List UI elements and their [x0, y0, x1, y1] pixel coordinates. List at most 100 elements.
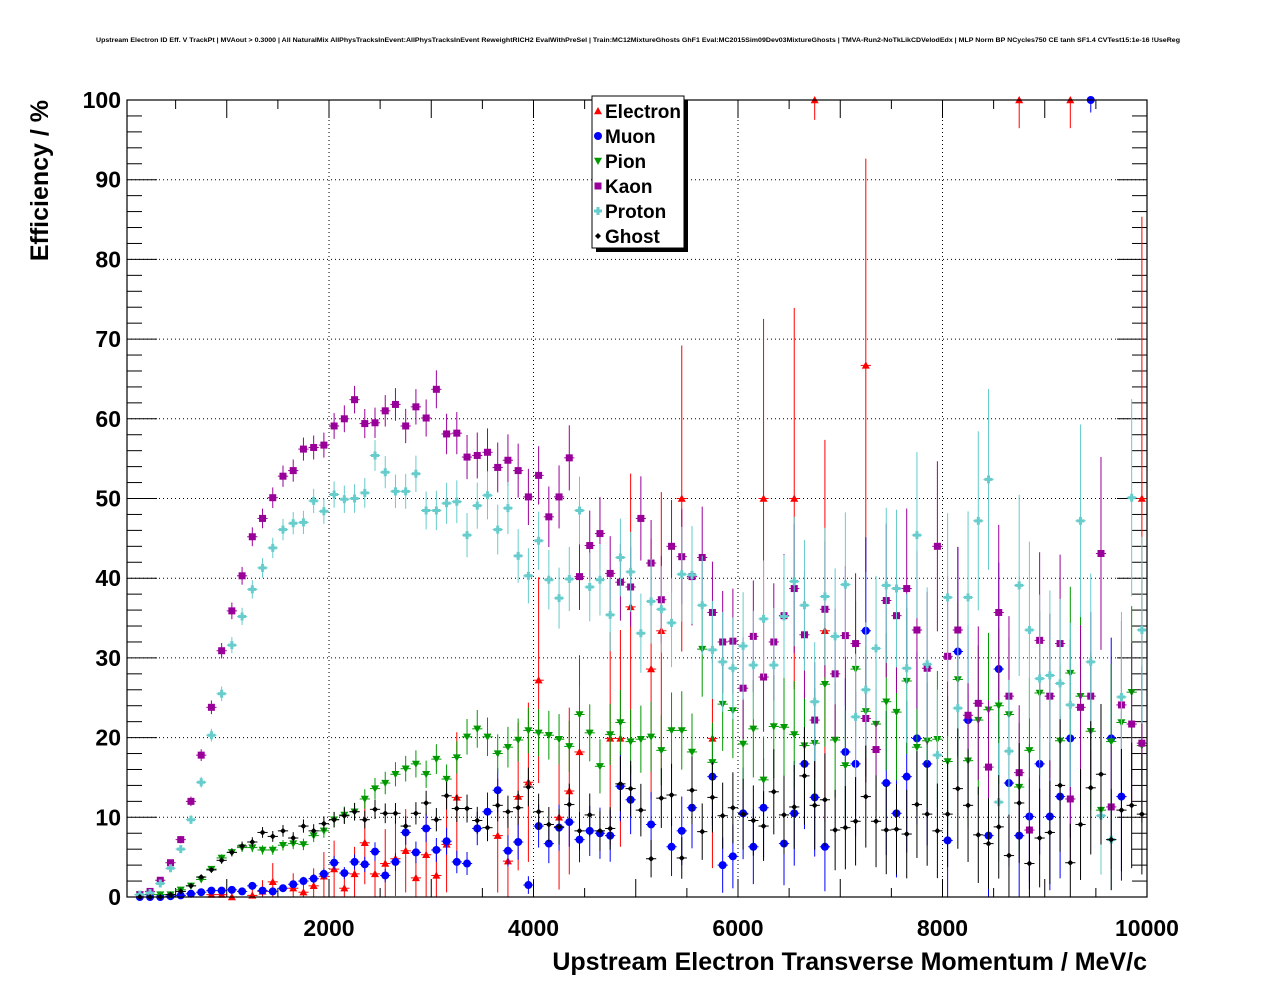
data-point-ghost [433, 816, 440, 823]
data-point-proton [544, 575, 553, 584]
legend-marker-ghost [595, 233, 601, 239]
data-point-electron [340, 884, 349, 892]
data-point-ghost [1118, 807, 1125, 814]
legend-marker-kaon [594, 182, 602, 190]
data-point-ghost [545, 821, 552, 828]
data-point-proton [595, 575, 604, 584]
data-point-kaon [565, 454, 573, 462]
data-point-pion [759, 776, 768, 784]
data-point-proton [728, 664, 737, 673]
data-point-ghost [187, 882, 194, 889]
data-point-kaon [1097, 549, 1105, 557]
data-point-pion [268, 846, 277, 854]
data-point-proton [1004, 747, 1013, 756]
data-point-ghost [382, 810, 389, 817]
data-point-kaon [596, 530, 604, 538]
data-point-ghost [218, 857, 225, 864]
data-point-kaon [177, 836, 185, 844]
data-point-ghost [484, 824, 491, 831]
data-point-proton [739, 641, 748, 650]
data-point-kaon [402, 422, 410, 430]
data-point-ghost [576, 827, 583, 834]
data-point-kaon [954, 626, 962, 634]
data-point-muon [248, 881, 257, 890]
data-point-electron [647, 665, 656, 673]
data-point-kaon [443, 430, 451, 438]
data-point-proton [1086, 657, 1095, 666]
data-point-pion [790, 731, 799, 739]
data-point-proton [156, 879, 165, 888]
y-tick-label: 70 [95, 326, 121, 352]
data-point-proton [411, 469, 420, 478]
data-point-ghost [535, 808, 542, 815]
data-point-proton [166, 864, 175, 873]
data-point-proton [268, 543, 277, 552]
data-point-pion [1107, 738, 1116, 746]
data-point-muon [186, 889, 195, 898]
data-point-pion [565, 743, 574, 751]
data-point-ghost [596, 827, 603, 834]
data-point-proton [892, 584, 901, 593]
data-point-proton [616, 553, 625, 562]
data-point-pion [258, 846, 267, 854]
data-point-ghost [699, 828, 706, 835]
data-point-ghost [525, 784, 532, 791]
data-point-kaon [248, 533, 256, 541]
data-point-proton [483, 491, 492, 500]
data-point-ghost [1097, 771, 1104, 778]
data-point-muon [207, 886, 216, 895]
data-point-electron [790, 494, 799, 502]
data-point-pion [820, 681, 829, 689]
legend-label-muon: Muon [605, 127, 656, 148]
data-point-muon [371, 847, 380, 856]
data-point-muon [902, 772, 911, 781]
data-point-pion [503, 743, 512, 752]
data-point-pion [882, 698, 891, 706]
data-point-kaon [1128, 720, 1136, 728]
data-point-ghost [228, 849, 235, 856]
data-point-ghost [586, 811, 593, 818]
data-point-ghost [944, 811, 951, 818]
data-point-muon [524, 881, 533, 890]
data-point-kaon [187, 797, 195, 805]
data-point-kaon [852, 640, 860, 648]
data-point-proton [861, 685, 870, 694]
data-point-pion [841, 762, 850, 770]
data-point-pion [749, 725, 758, 733]
data-point-ghost [504, 808, 511, 815]
data-point-proton [575, 506, 584, 515]
data-point-pion [463, 733, 472, 741]
data-point-proton [534, 536, 543, 545]
data-point-proton [698, 601, 707, 610]
data-point-ghost [566, 801, 573, 808]
data-point-muon [350, 857, 359, 866]
data-point-ghost [464, 805, 471, 812]
data-point-proton [841, 580, 850, 589]
data-point-proton [493, 525, 502, 534]
data-point-muon [882, 779, 891, 788]
data-point-kaon [473, 451, 481, 459]
data-point-kaon [933, 542, 941, 550]
data-point-pion [739, 740, 748, 748]
data-point-ghost [729, 804, 736, 811]
data-point-kaon [514, 467, 522, 475]
data-point-proton [319, 507, 328, 516]
data-point-ghost [842, 824, 849, 831]
data-point-proton [647, 597, 656, 606]
data-point-proton [636, 629, 645, 638]
data-point-electron [411, 873, 420, 882]
y-tick-label: 40 [95, 565, 121, 591]
data-point-proton [289, 519, 298, 528]
data-point-kaon [494, 463, 502, 471]
data-point-proton [442, 499, 451, 508]
data-point-kaon [535, 471, 543, 479]
data-point-kaon [218, 647, 226, 655]
data-point-ghost [1077, 821, 1084, 828]
data-point-kaon [913, 626, 921, 634]
data-point-proton [197, 778, 206, 787]
data-point-muon [718, 861, 727, 870]
data-point-muon [238, 887, 247, 896]
y-tick-label: 50 [95, 486, 121, 512]
data-point-pion [585, 729, 594, 737]
data-point-proton [565, 574, 574, 583]
